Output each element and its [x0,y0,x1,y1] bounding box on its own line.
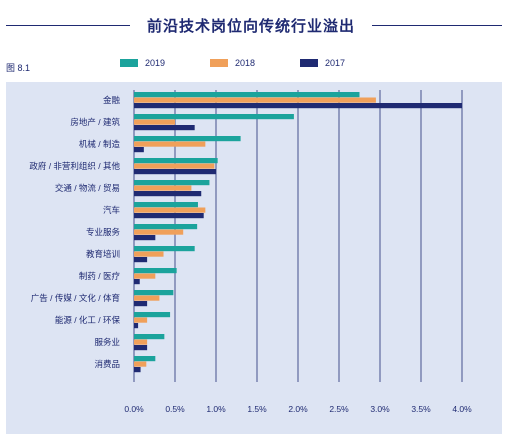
bar-chart: 0.0% 0.5% 1.0% 1.5% 2.0% 2.5% 3.0% 3.5% 4.0% 金融房地… [29,90,472,414]
bar-2017 [134,147,144,153]
category-label: 金融 [103,95,121,105]
bar-2018 [134,339,148,345]
bar-2019 [134,158,218,164]
bar-2018 [134,361,147,367]
legend-swatch-2017 [300,59,318,67]
bar-2018 [134,207,206,213]
bar-2017 [134,213,204,219]
legend-label-2017: 2017 [325,58,346,68]
category-label: 政府 / 非营利组织 / 其他 [29,161,120,171]
category-label: 制药 / 医疗 [79,271,121,281]
legend-item-2017: 2017 [300,58,345,68]
chart-title: 前沿技术岗位向传统行业溢出 [146,18,355,35]
title-bar: 前沿技术岗位向传统行业溢出 [0,0,508,40]
bar-2018 [134,185,192,191]
bar-2017 [134,169,216,175]
legend-label-2019: 2019 [145,58,166,68]
x-tick-label: 0.0% [124,404,144,414]
bar-2019 [134,334,165,340]
bar-2018 [134,229,184,235]
bar-2017 [134,345,148,351]
legend-item-2018: 2018 [210,58,255,68]
bar-2017 [134,323,139,329]
bar-2019 [134,312,171,318]
x-tick-label: 4.0% [452,404,472,414]
bar-2017 [134,367,141,373]
category-label: 教育培训 [86,249,120,259]
chart-panel: 0.0% 0.5% 1.0% 1.5% 2.0% 2.5% 3.0% 3.5% 4.0% 金融房地… [6,82,502,434]
x-tick-label: 1.0% [206,404,226,414]
legend: 2019 2018 2017 [0,58,508,74]
bar-2019 [134,180,210,186]
legend-label-2018: 2018 [235,58,256,68]
title-rule-right [372,25,502,26]
x-tick-label: 2.0% [288,404,308,414]
bar-2018 [134,141,206,147]
legend-item-2019: 2019 [120,58,165,68]
bar-2019 [134,136,241,142]
bar-2017 [134,125,195,131]
bar-2019 [134,268,177,274]
category-label: 专业服务 [86,227,121,237]
bar-2017 [134,103,462,109]
bar-2019 [134,224,198,230]
bar-2018 [134,295,160,301]
x-tick-label: 3.0% [370,404,390,414]
figure-label: 图 8.1 [6,63,31,73]
x-tick-label: 2.5% [329,404,349,414]
bar-2019 [134,356,156,362]
bar-2019 [134,92,360,98]
category-label: 能源 / 化工 / 环保 [55,315,121,325]
legend-swatch-2019 [120,59,138,67]
x-tick-label: 3.5% [411,404,431,414]
bar-2017 [134,257,148,263]
bar-2018 [134,97,376,103]
bar-2017 [134,301,148,307]
bar-2018 [134,273,156,279]
bar-2019 [134,114,294,120]
bar-2019 [134,246,195,252]
bar-2018 [134,163,215,169]
category-label: 机械 / 制造 [79,139,121,149]
category-label: 房地产 / 建筑 [70,117,120,127]
x-tick-label: 1.5% [247,404,267,414]
bar-2017 [134,279,140,285]
bar-2018 [134,251,164,257]
legend-swatch-2018 [210,59,228,67]
category-label: 交通 / 物流 / 贸易 [55,183,120,193]
category-label: 汽车 [103,205,120,215]
bar-2017 [134,191,202,197]
bar-2018 [134,119,175,125]
bar-2019 [134,290,174,296]
x-tick-label: 0.5% [165,404,185,414]
category-label: 服务业 [94,337,120,347]
bar-2019 [134,202,198,208]
bar-2017 [134,235,156,241]
category-label: 广告 / 传媒 / 文化 / 体育 [31,293,120,303]
category-label: 消费品 [94,359,120,369]
title-rule-left [6,25,130,26]
bar-2018 [134,317,148,323]
